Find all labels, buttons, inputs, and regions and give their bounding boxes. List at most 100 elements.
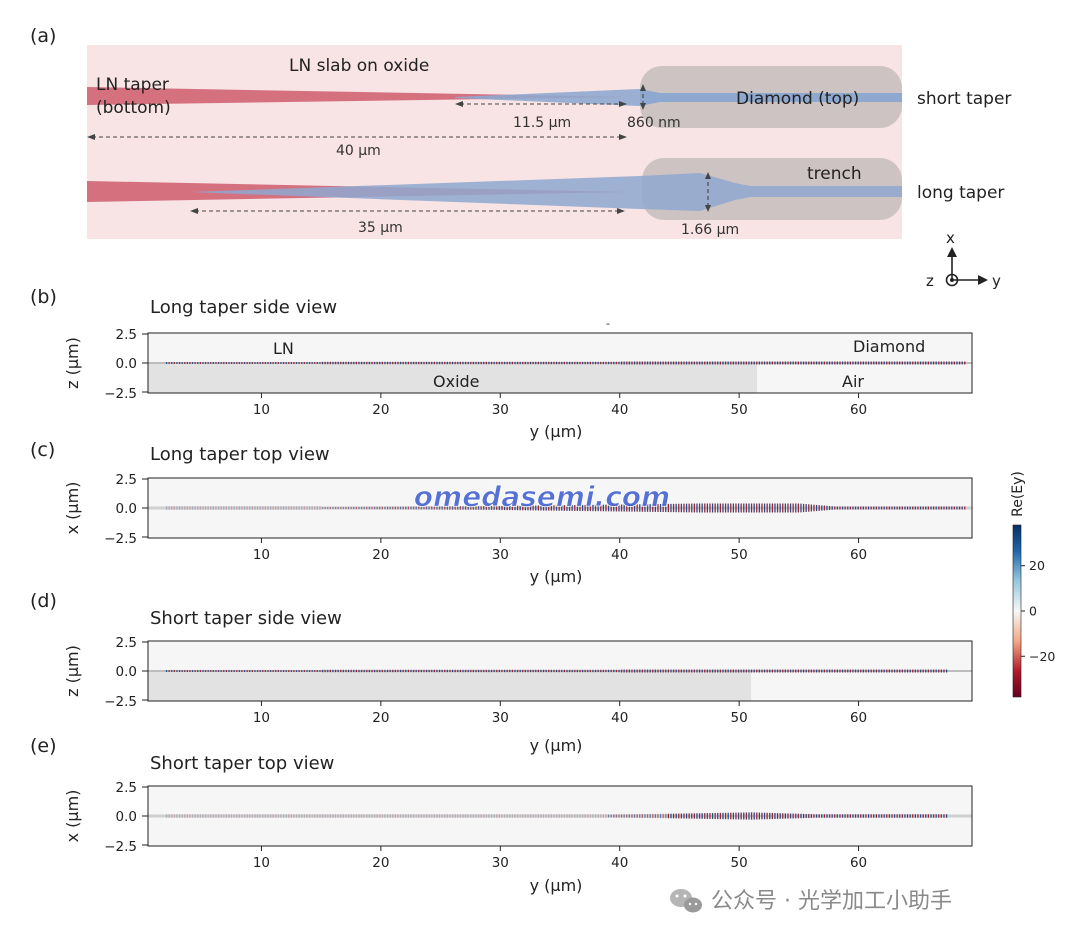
field-stripe [568,361,571,365]
field-stripe [212,670,215,672]
field-stripe [657,504,659,512]
field-stripe [722,812,724,820]
panel-a-label: (a) [30,25,56,47]
field-stripe [355,669,358,673]
field-stripe [509,814,511,818]
field-stripe [168,670,170,672]
field-stripe [446,669,449,673]
field-stripe [839,506,841,510]
field-stripe [366,506,368,510]
field-stripe [633,361,636,365]
field-stripe [787,669,789,673]
field-stripe [488,506,490,510]
field-stripe [236,670,238,672]
field-stripe [225,506,228,510]
field-stripe [423,506,425,510]
panel-d-label: (d) [30,590,57,612]
field-stripe [241,670,243,672]
field-stripe [321,814,324,818]
field-stripe [704,361,706,365]
field-stripe [748,361,750,365]
field-stripe [529,361,532,365]
field-stripe [220,670,222,672]
field-stripe [184,362,186,364]
field-stripe [940,506,943,510]
field-stripe [592,814,594,818]
field-stripe [930,814,932,818]
field-stripe [527,814,529,818]
field-stripe [613,504,615,512]
field-stripe [600,669,602,673]
field-stripe [805,504,807,512]
field-stripe [810,504,813,512]
field-stripe [329,361,332,365]
field-stripe [769,669,771,673]
field-stripe [935,506,937,510]
field-stripe [886,669,888,673]
field-stripe [636,814,638,818]
field-stripe [217,362,220,364]
field-stripe [776,813,779,819]
field-stripe [202,670,204,672]
field-stripe [220,814,222,818]
field-stripe [657,669,659,673]
field-stripe [732,812,735,820]
field-stripe [626,361,628,365]
field-stripe [784,361,787,365]
field-stripe [464,814,467,818]
field-stripe [321,506,324,510]
field-stripe [332,361,334,365]
field-stripe [178,506,181,510]
field-stripe [347,669,350,673]
field-stripe [943,669,945,673]
field-stripe [626,669,628,673]
dim-11-5-label: 11.5 µm [513,115,571,131]
field-stripe [795,813,797,819]
field-stripe [171,670,173,672]
field-stripe [818,505,820,511]
field-stripe [316,814,319,818]
field-stripe [875,361,878,365]
panel-b-yticks [142,333,148,393]
field-stripe [555,669,558,673]
field-stripe [386,814,389,818]
field-stripe [516,361,519,365]
field-stripe [275,814,277,818]
panel-c-xtick-label: 50 [731,547,748,563]
field-stripe [373,814,376,818]
field-stripe [628,361,631,365]
field-stripe [665,361,667,365]
field-stripe [327,669,329,673]
field-stripe [808,361,810,365]
field-stripe [189,670,191,672]
field-stripe [914,361,917,365]
field-stripe [269,362,272,364]
field-stripe [701,813,703,819]
field-stripe [659,669,662,673]
field-stripe [483,361,485,365]
field-stripe [631,361,633,365]
field-stripe [600,504,602,512]
field-stripe [891,361,893,365]
field-stripe [360,361,363,365]
field-stripe [537,361,540,365]
field-stripe [202,506,204,510]
field-stripe [888,814,891,818]
field-stripe [618,814,620,818]
field-stripe [480,814,482,818]
field-stripe [870,814,872,818]
field-stripe [251,506,254,510]
field-stripe [727,361,729,365]
field-stripe [935,361,937,365]
field-stripe [602,814,605,818]
field-stripe [483,814,485,818]
field-stripe [654,813,657,819]
field-stripe [537,814,540,818]
panel-e-xtick-label: 40 [611,855,628,871]
field-stripe [857,814,859,818]
field-stripe [737,503,740,513]
field-stripe [854,506,857,510]
field-stripe [444,361,446,365]
panel-e-xtick-label: 30 [492,855,509,871]
field-stripe [535,505,537,511]
